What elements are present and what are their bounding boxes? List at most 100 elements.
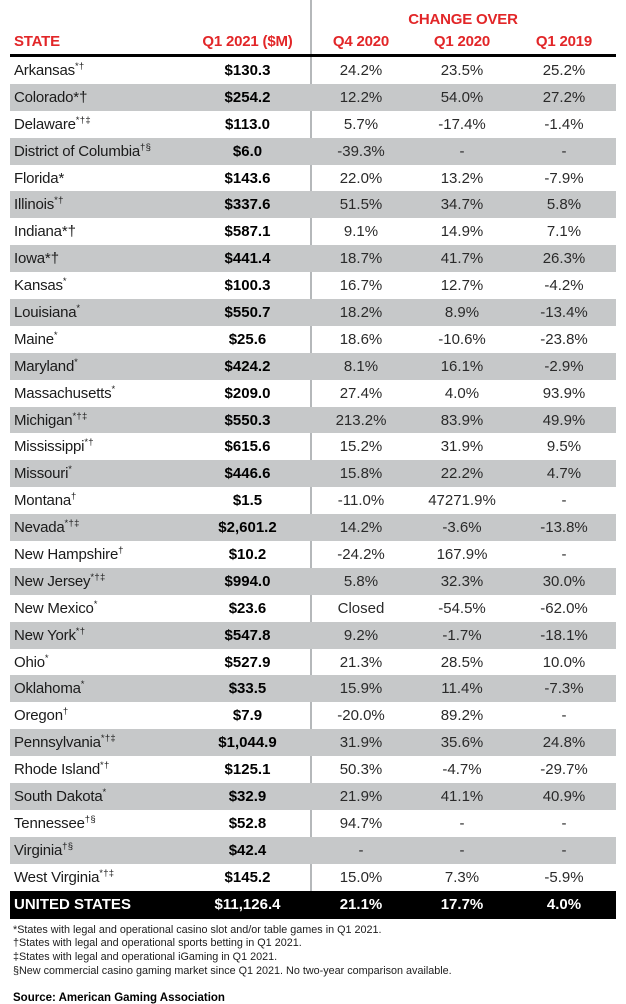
q1-2021-value-cell: $587.1 (224, 223, 271, 241)
footnotes: *States with legal and operational casin… (13, 924, 616, 979)
total-q1-2021-value: $11,126.4 (214, 896, 281, 914)
q1-2019-change-cell: 25.2% (542, 61, 586, 79)
table-row: Maryland* $424.2 8.1% 16.1% -2.9% (10, 352, 616, 380)
q1-2020-change-cell: -1.7% (442, 626, 482, 644)
state-footnote-marks: * (53, 329, 58, 341)
total-label: UNITED STATES (14, 896, 131, 914)
q1-2019-change-cell: 27.2% (542, 88, 586, 106)
state-name: Montana (14, 492, 71, 510)
q1-2020-change-cell: 23.5% (440, 61, 484, 79)
footnote-line: *States with legal and operational casin… (13, 923, 382, 936)
table-row: Oregon† $7.9 -20.0% 89.2% - (10, 702, 616, 729)
table-row: Colorado*† $254.2 12.2% 54.0% 27.2% (10, 83, 616, 111)
state-name: Indiana (14, 223, 62, 241)
state-name: Missouri (14, 465, 69, 483)
table-row: Rhode Island*† $125.1 50.3% -4.7% -29.7% (10, 756, 616, 783)
q1-2021-value-cell: $441.4 (224, 250, 271, 268)
table-row: Maine* $25.6 18.6% -10.6% -23.8% (10, 326, 616, 353)
q1-2020-change-cell: 35.6% (440, 734, 484, 752)
q1-2019-change-cell: -2.9% (544, 357, 584, 375)
table-row: New York*† $547.8 9.2% -1.7% -18.1% (10, 621, 616, 649)
state-cell: New Jersey*†‡ (10, 573, 185, 590)
q1-2020-change-cell: 13.2% (440, 169, 484, 187)
q1-2021-value-cell: $1.5 (232, 492, 263, 510)
state-cell: Missouri* (10, 465, 185, 482)
q4-2020-change-cell: 31.9% (339, 734, 383, 752)
q1-2020-change-cell: 16.1% (440, 357, 484, 375)
state-footnote-marks: *† (73, 88, 88, 106)
table-row: Missouri* $446.6 15.8% 22.2% 4.7% (10, 460, 616, 488)
q4-2020-change-cell: 24.2% (339, 61, 383, 79)
state-cell: Massachusetts* (10, 383, 185, 401)
column-header-q1-2019: Q1 2019 (535, 33, 593, 50)
q1-2021-value-cell: $6.0 (232, 142, 263, 160)
footnote-line: ‡States with legal and operational iGami… (13, 951, 278, 964)
q1-2021-value-cell: $254.2 (224, 88, 271, 106)
column-header-state: STATE (14, 33, 60, 50)
source-line: Source: American Gaming Association (13, 991, 225, 1004)
table-header-top: CHANGE OVER (10, 0, 616, 28)
state-cell: Rhode Island*† (10, 761, 185, 778)
q1-2019-change-cell: -5.9% (544, 868, 584, 886)
q1-2021-value-cell: $424.2 (224, 357, 271, 375)
state-footnote-marks: * (102, 786, 107, 798)
q4-2020-change-cell: 16.7% (339, 277, 383, 295)
state-footnote-marks: * (93, 598, 98, 610)
state-cell: Kansas* (10, 277, 185, 294)
state-cell: West Virginia*†‡ (10, 867, 185, 885)
state-footnote-marks: *†‡ (72, 410, 88, 422)
total-q1-2019-change: 4.0% (546, 896, 582, 914)
state-cell: Louisiana* (10, 304, 185, 321)
state-footnote-marks: *†‡ (64, 518, 80, 530)
state-footnote-marks: *† (54, 195, 64, 207)
q1-2019-change-cell: -7.3% (544, 680, 584, 698)
state-name: Florida (14, 169, 59, 187)
state-name: Nevada (14, 519, 65, 537)
column-header-q4-2020: Q4 2020 (332, 33, 390, 50)
state-name: Colorado (14, 88, 74, 106)
q1-2019-change-cell: - (561, 142, 567, 160)
state-name: Delaware (14, 115, 76, 133)
state-cell: Nevada*†‡ (10, 519, 185, 536)
state-name: New Hampshire (14, 545, 119, 563)
state-footnote-marks: † (70, 491, 77, 503)
state-cell: Maine* (10, 331, 185, 348)
table-row: New Mexico* $23.6 Closed -54.5% -62.0% (10, 595, 616, 622)
q4-2020-change-cell: 15.8% (339, 465, 383, 483)
state-footnote-marks: *†‡ (100, 733, 116, 745)
state-footnote-marks: * (68, 464, 73, 476)
table-row: New Jersey*†‡ $994.0 5.8% 32.3% 30.0% (10, 567, 616, 595)
q1-2021-value-cell: $615.6 (224, 438, 271, 456)
q1-2021-value-cell: $33.5 (228, 680, 267, 698)
q1-2019-change-cell: 93.9% (542, 384, 586, 402)
table-row: Mississippi*† $615.6 15.2% 31.9% 9.5% (10, 433, 616, 460)
q1-2021-value-cell: $337.6 (224, 196, 271, 214)
table-row: Michigan*†‡ $550.3 213.2% 83.9% 49.9% (10, 406, 616, 434)
q4-2020-change-cell: 14.2% (339, 519, 383, 537)
table-row: Nevada*†‡ $2,601.2 14.2% -3.6% -13.8% (10, 514, 616, 542)
q1-2020-change-cell: -17.4% (438, 115, 486, 133)
table-row: Illinois*† $337.6 51.5% 34.7% 5.8% (10, 191, 616, 219)
q4-2020-change-cell: -11.0% (337, 492, 385, 510)
state-name: New Mexico (14, 599, 94, 617)
state-name: Rhode Island (14, 761, 100, 779)
q1-2020-change-cell: -10.6% (438, 330, 486, 348)
revenue-table: CHANGE OVER STATE Q1 2021 ($M) Q4 2020 Q… (10, 0, 616, 919)
state-name: Iowa (14, 250, 45, 268)
state-footnote-marks: *†‡ (99, 867, 115, 879)
q4-2020-change-cell: - (358, 841, 364, 859)
q4-2020-change-cell: 50.3% (339, 761, 383, 779)
q4-2020-change-cell: -24.2% (337, 545, 385, 563)
q1-2019-change-cell: 49.9% (542, 411, 586, 429)
state-footnote-marks: * (76, 302, 81, 314)
state-name: Oregon (14, 707, 63, 725)
q1-2021-value-cell: $1,044.9 (218, 734, 277, 752)
q4-2020-change-cell: 18.6% (339, 330, 383, 348)
q1-2020-change-cell: 41.7% (440, 250, 484, 268)
state-footnote-marks: * (111, 383, 116, 395)
q1-2020-change-cell: 83.9% (440, 411, 484, 429)
q1-2020-change-cell: - (459, 814, 465, 832)
total-q4-2020-change: 21.1% (339, 896, 383, 914)
state-cell: Delaware*†‡ (10, 115, 185, 133)
table-row: Virginia†§ $42.4 - - - (10, 836, 616, 864)
